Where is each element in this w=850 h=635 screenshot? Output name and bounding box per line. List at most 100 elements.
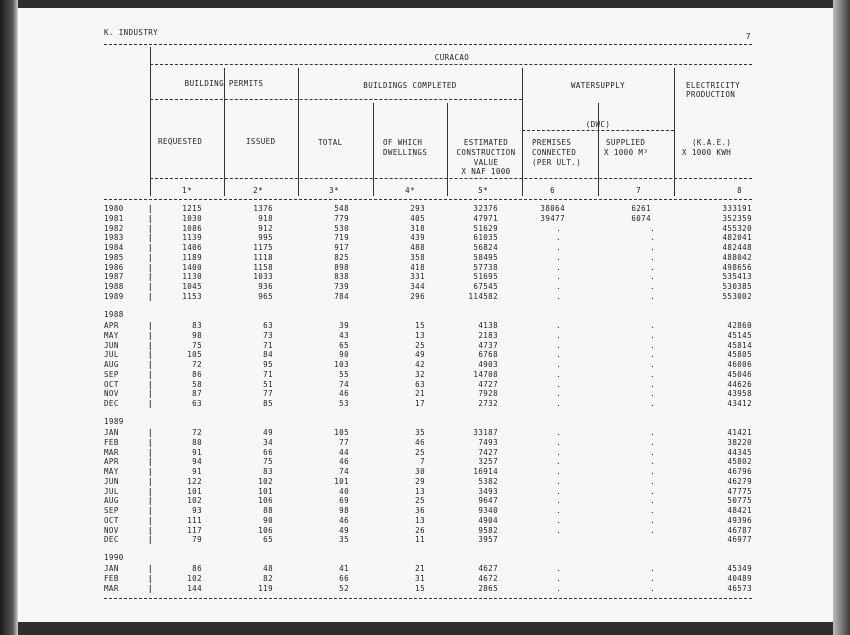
table-cell: 825 [334,252,349,262]
table-cell: 42860 [727,321,752,330]
row-bar: | [148,340,153,350]
vertical-rule [373,103,374,196]
table-cell: 48421 [727,506,752,515]
table-cell: 6768 [478,350,498,360]
row-label: FEB [104,573,119,583]
row-label: 1981 [104,213,124,223]
table-cell: 86 [192,369,202,379]
row-label: JAN [104,428,119,437]
row-label: OCT [104,515,119,525]
table-cell: 53 [339,399,349,408]
table-cell: 45802 [727,457,752,467]
row-bar: | [148,350,153,360]
table-cell: 38220 [727,437,752,447]
table-cell: 101 [187,486,202,496]
table-cell: 1406 [182,243,202,252]
table-cell: . [650,282,655,291]
table-cell: 7493 [478,437,498,447]
table-cell: 39477 [540,213,565,223]
row-bar: | [148,262,153,272]
table-cell: 44626 [727,379,752,389]
table-cell: 119 [258,583,273,593]
table-cell: 21 [415,389,425,399]
table-cell: . [650,573,655,583]
table-cell: 47775 [727,486,752,496]
table-cell: . [556,447,561,457]
table-cell: . [556,340,561,350]
group-electricity-1: ELECTRICITY [686,81,741,90]
table-cell: . [556,486,561,496]
table-cell: 548 [334,204,349,213]
table-cell: . [556,389,561,399]
table-cell: 51695 [473,272,498,282]
table-cell: 49 [339,525,349,535]
row-bar: | [148,573,153,583]
table-cell: 43412 [727,399,752,408]
table-cell: 43958 [727,389,752,399]
table-cell: 98 [192,330,202,340]
table-cell: 79 [192,535,202,545]
row-label: 1984 [104,243,124,252]
row-bar: | [148,535,153,545]
table-cell: 333191 [722,204,752,213]
table-cell: . [556,291,561,301]
table-cell: 85 [263,399,273,408]
table-cell: 46 [415,437,425,447]
table-cell: . [650,525,655,535]
table-cell: . [556,564,561,573]
row-bar: | [148,252,153,262]
table-cell: 122 [187,476,202,486]
table-cell: 102 [187,573,202,583]
table-cell: 46796 [727,467,752,476]
row-label: 1983 [104,233,124,243]
table-cell: 90 [339,350,349,360]
table-cell: . [650,369,655,379]
vertical-rule [598,103,599,196]
row-bar: | [148,282,153,291]
table-cell: . [650,447,655,457]
vertical-rule [298,68,299,196]
table-cell: 90 [263,515,273,525]
table-cell: . [556,321,561,330]
table-cell: 1033 [253,272,273,282]
table-cell: 1045 [182,282,202,291]
table-cell: 30 [415,467,425,476]
table-cell: 34 [263,437,273,447]
row-bar: | [148,399,153,408]
table-cell: . [650,399,655,408]
table-cell: 105 [187,350,202,360]
table-cell: 66 [263,447,273,457]
table-cell: 35 [415,428,425,437]
row-bar: | [148,583,153,593]
table-cell: 15 [415,583,425,593]
table-cell: 1153 [182,291,202,301]
table-cell: 17 [415,399,425,408]
vertical-rule [150,47,151,196]
table-cell: 917 [334,243,349,252]
dashed-rule [150,178,752,179]
row-label: 1988 [104,282,124,291]
table-cell: 25 [415,447,425,457]
table-cell: 498656 [722,262,752,272]
table-cell: 80 [192,437,202,447]
block-title: 1988 [104,310,124,319]
table-cell: 488 [410,243,425,252]
table-cell: 42 [415,360,425,369]
row-label: APR [104,321,119,330]
table-cell: . [650,340,655,350]
table-cell: . [650,428,655,437]
table-cell: 1030 [182,213,202,223]
vertical-rule [522,68,523,196]
row-bar: | [148,272,153,282]
row-label: 1982 [104,223,124,233]
table-cell: 45814 [727,340,752,350]
table-cell: 144 [187,583,202,593]
table-cell: 4672 [478,573,498,583]
column-number: 1* [182,186,192,195]
row-label: AUG [104,496,119,506]
row-bar: | [148,486,153,496]
row-bar: | [148,564,153,573]
table-cell: . [556,369,561,379]
table-cell: 50775 [727,496,752,506]
group-electricity-2: PRODUCTION [686,90,736,99]
